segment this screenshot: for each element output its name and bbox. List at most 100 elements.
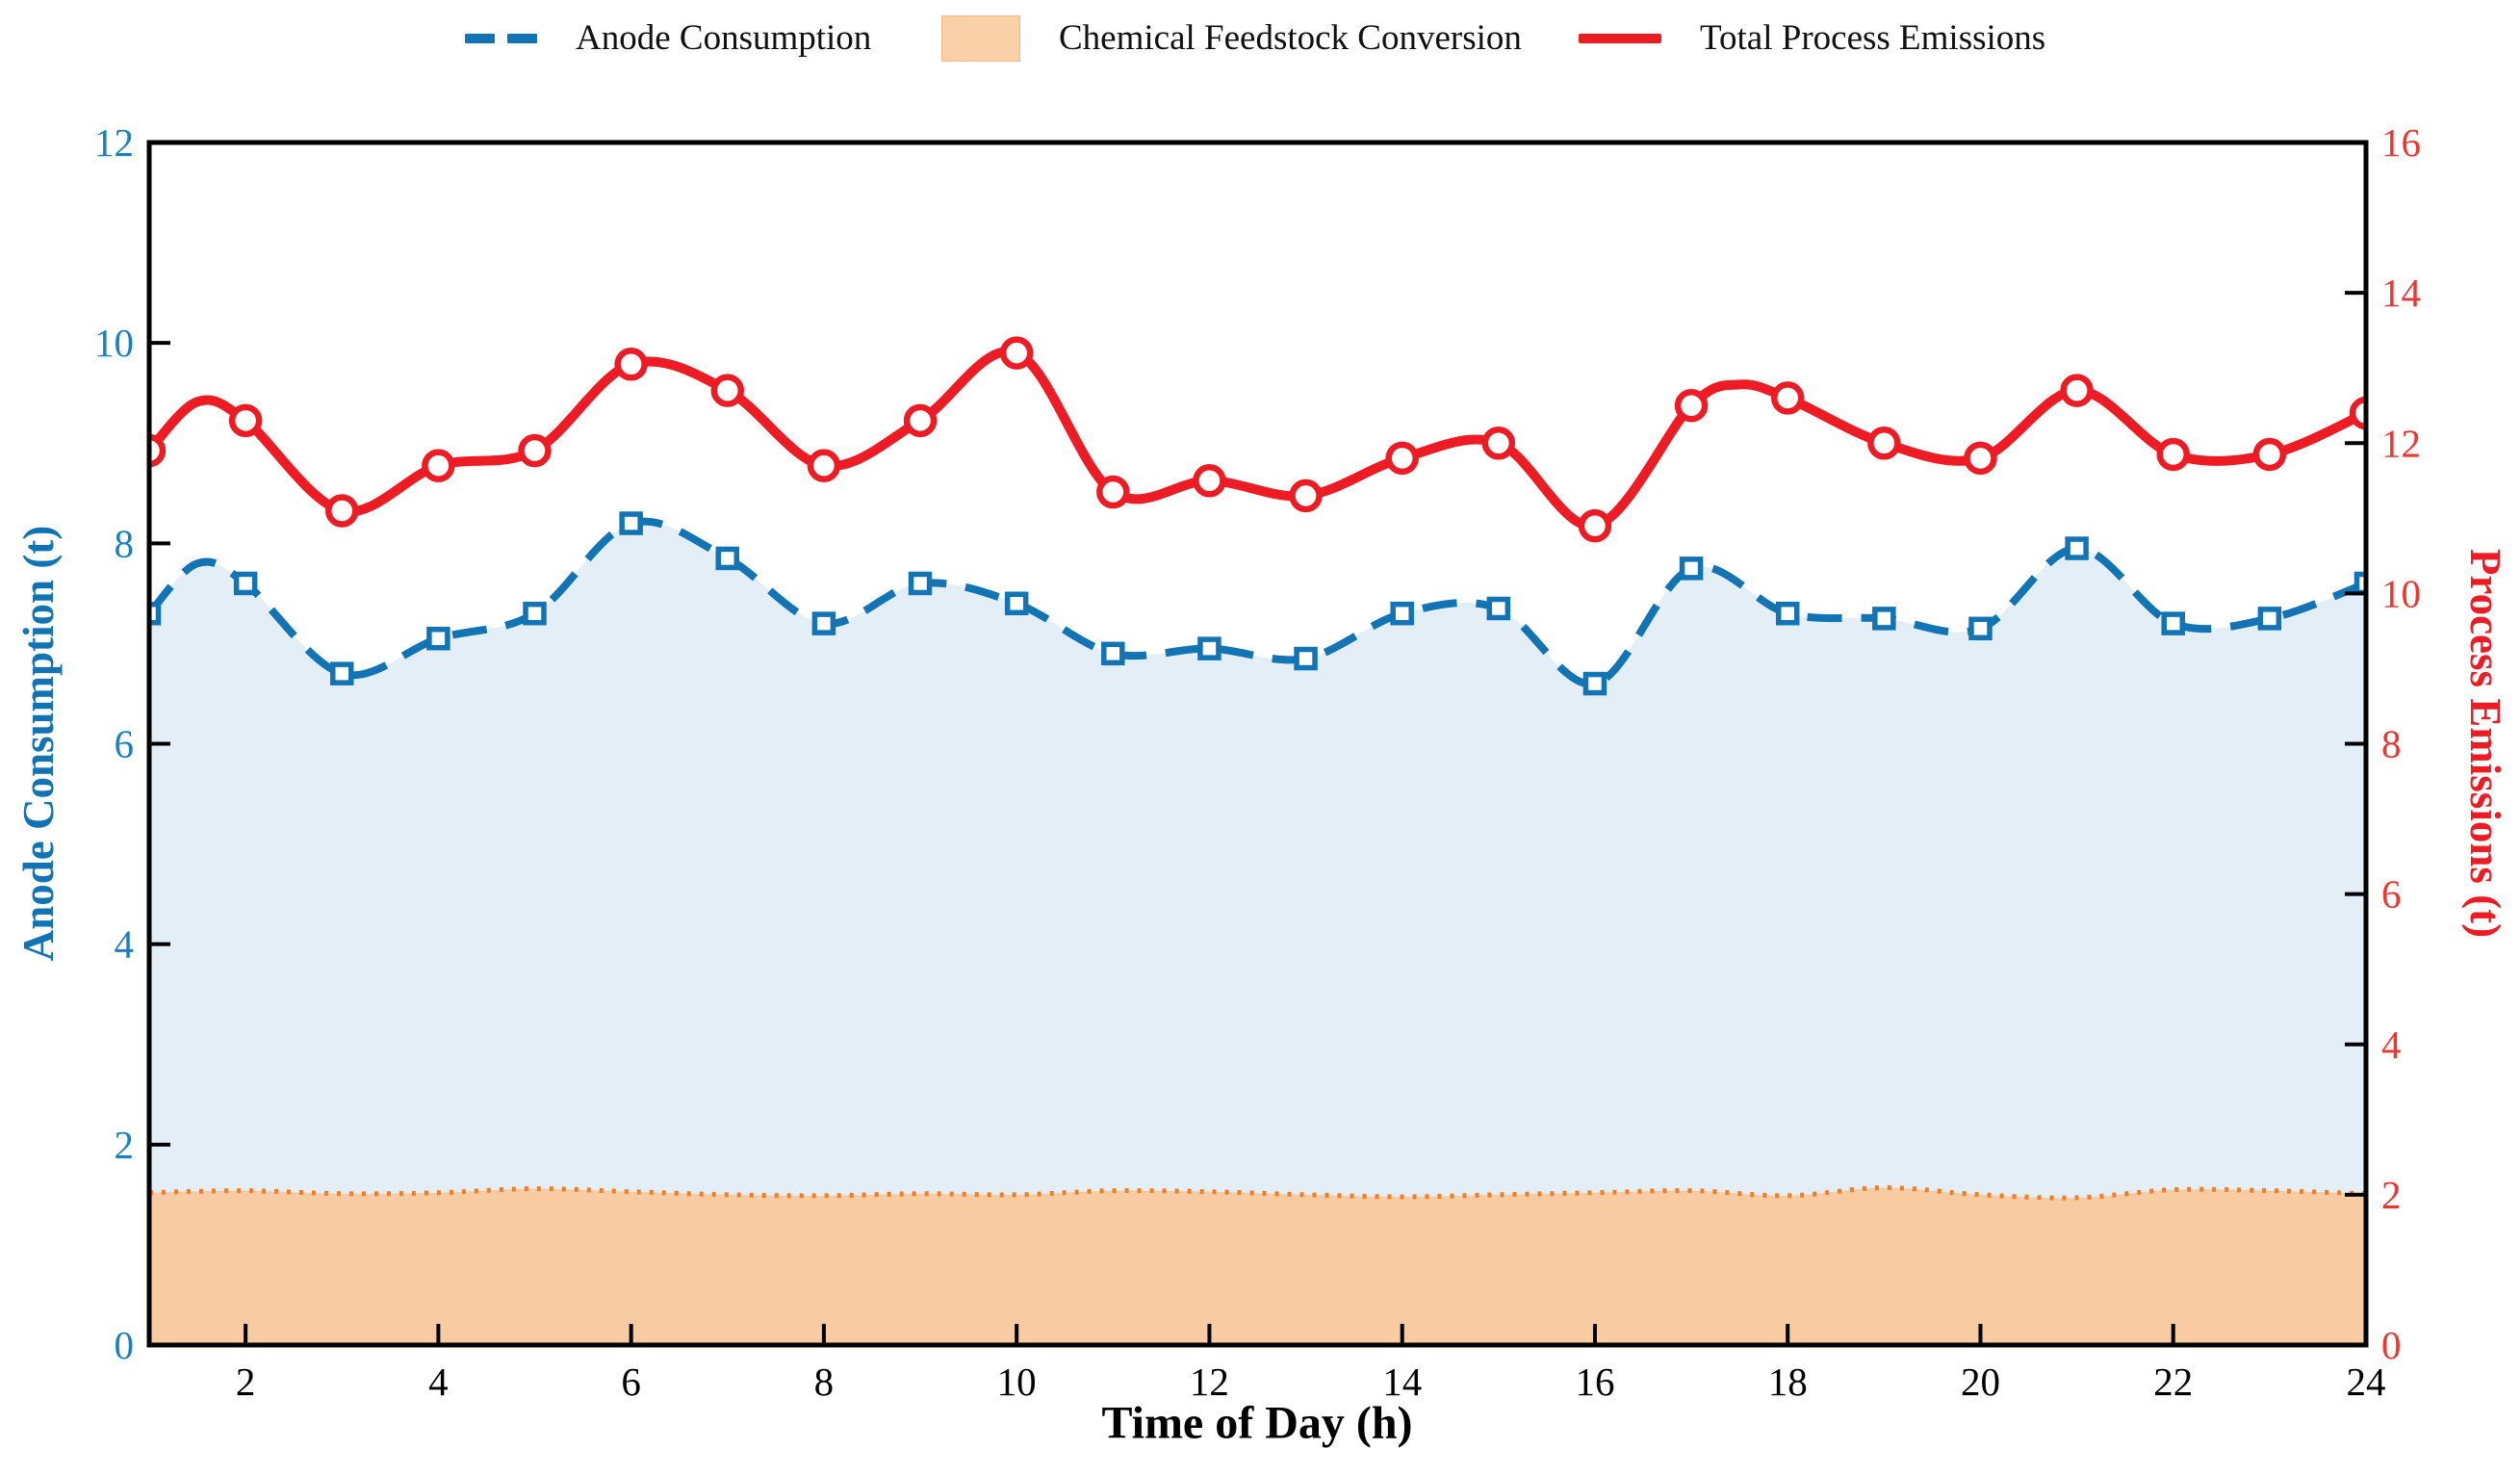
anode-marker	[149, 601, 162, 626]
y-right-tick-label: 8	[2381, 722, 2402, 766]
anode-marker	[1582, 671, 1607, 696]
legend-dashed-line-sample	[465, 34, 537, 43]
series-total-process-emissions	[149, 336, 2366, 543]
emissions-marker	[1096, 475, 1130, 509]
emissions-marker	[149, 433, 167, 468]
emissions-marker	[710, 374, 745, 407]
emissions-marker	[1481, 427, 1516, 460]
emissions-marker	[1385, 441, 1419, 476]
emissions-marker	[807, 449, 841, 482]
legend-label: Chemical Feedstock Conversion	[1059, 18, 1522, 58]
emissions-line	[149, 347, 2366, 531]
y-right-tick-label: 10	[2381, 571, 2421, 615]
y-left-axis-title: Anode Consumption (t)	[14, 525, 63, 962]
anode-marker	[1197, 636, 1221, 660]
x-axis-title: Time of Day (h)	[1101, 1397, 1413, 1449]
anode-marker	[523, 601, 547, 626]
x-tick-label: 4	[428, 1359, 449, 1404]
y-right-axis-title: Process Emissions (t)	[2461, 548, 2509, 939]
emissions-marker	[1964, 441, 1997, 476]
emissions-marker	[903, 403, 938, 438]
emissions-marker	[1578, 508, 1612, 543]
legend-patch-sample	[941, 15, 1020, 62]
axis-ticks	[149, 141, 2368, 1347]
legend-label: Anode Consumption	[576, 18, 872, 58]
series-anode-consumption	[149, 511, 2366, 696]
emissions-marker	[325, 494, 359, 528]
anode-marker	[1968, 616, 1993, 641]
y-left-tick-label: 0	[115, 1323, 135, 1367]
axis-tick-labels: 2 4 6 8 10 12 14 16 18 20 22 2402468101202468101214…	[94, 120, 2421, 1404]
y-left-tick-label: 12	[94, 120, 134, 165]
x-tick-label: 22	[2153, 1359, 2193, 1404]
emissions-marker	[2060, 374, 2094, 407]
anode-marker	[2257, 607, 2282, 631]
x-tick-label: 14	[1382, 1359, 1422, 1404]
anode-marker	[330, 661, 354, 686]
anode-marker	[233, 571, 258, 596]
feedstock-area-fill	[149, 1187, 2366, 1345]
y-right-tick-label: 2	[2381, 1173, 2402, 1217]
legend-item-total-emissions: Total Process Emissions	[1579, 13, 2045, 64]
emissions-marker	[2349, 396, 2366, 430]
y-right-tick-label: 12	[2381, 421, 2421, 465]
anode-marker	[1872, 607, 1896, 631]
x-tick-label: 8	[814, 1359, 835, 1404]
anode-marker	[1390, 601, 1414, 626]
feedstock-boundary-line	[149, 1185, 2366, 1201]
y-left-tick-label: 8	[115, 521, 135, 565]
anode-marker	[1486, 596, 1511, 621]
emissions-marker	[1674, 388, 1709, 423]
anode-marker	[811, 611, 836, 635]
x-tick-label: 10	[997, 1359, 1037, 1404]
y-left-tick-label: 2	[115, 1123, 135, 1167]
y-right-tick-label: 14	[2381, 271, 2421, 315]
legend-item-anode-consumption: Anode Consumption	[465, 13, 871, 64]
emissions-marker	[422, 449, 455, 482]
emissions-marker	[2156, 437, 2190, 472]
emissions-marker	[1770, 381, 1805, 415]
emissions-marker	[614, 348, 648, 381]
anode-marker	[2065, 536, 2089, 560]
anode-marker	[426, 626, 450, 651]
area-fills	[149, 521, 2366, 1345]
anode-marker	[715, 546, 740, 571]
y-right-tick-label: 6	[2381, 872, 2402, 917]
y-left-tick-label: 10	[94, 321, 134, 365]
x-tick-label: 2	[236, 1359, 256, 1404]
y-left-tick-label: 4	[115, 922, 135, 967]
emissions-marker	[2252, 437, 2287, 472]
anode-marker	[2161, 611, 2185, 635]
y-left-tick-label: 6	[115, 722, 135, 766]
anode-area-fill	[149, 521, 2366, 1345]
anode-marker	[1294, 646, 1318, 671]
emissions-marker	[999, 336, 1034, 370]
legend-item-chemical-feedstock: Chemical Feedstock Conversion	[941, 13, 1522, 64]
emissions-marker	[1867, 427, 1901, 460]
anode-marker	[1004, 591, 1029, 616]
anode-marker	[619, 511, 643, 535]
x-tick-label: 18	[1768, 1359, 1808, 1404]
y-right-tick-label: 4	[2381, 1022, 2402, 1067]
y-right-tick-label: 16	[2381, 120, 2421, 165]
x-tick-label: 20	[1961, 1359, 2000, 1404]
x-tick-label: 6	[621, 1359, 641, 1404]
emissions-marker	[518, 433, 552, 468]
legend-label: Total Process Emissions	[1700, 18, 2046, 58]
data-series-lines	[149, 336, 2366, 1201]
anode-marker	[2353, 571, 2366, 596]
legend-solid-line-sample	[1579, 34, 1661, 43]
emissions-marker	[1289, 479, 1323, 513]
anode-marker	[1101, 641, 1125, 666]
emissions-marker	[1193, 464, 1226, 498]
anode-marker	[908, 571, 933, 596]
x-tick-label: 16	[1575, 1359, 1614, 1404]
x-tick-label: 12	[1190, 1359, 1229, 1404]
anode-marker	[1775, 601, 1800, 626]
emissions-marker	[228, 403, 263, 438]
x-tick-label: 24	[2347, 1359, 2386, 1404]
y-right-tick-label: 0	[2381, 1323, 2402, 1367]
anode-marker	[1679, 556, 1704, 581]
